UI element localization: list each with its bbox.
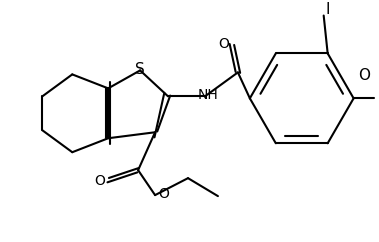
Text: O: O bbox=[218, 38, 229, 52]
Text: S: S bbox=[135, 62, 145, 77]
Text: NH: NH bbox=[197, 88, 218, 102]
Text: O: O bbox=[94, 174, 105, 188]
Text: I: I bbox=[326, 2, 330, 17]
Text: O: O bbox=[159, 187, 169, 201]
Text: O: O bbox=[359, 68, 371, 83]
